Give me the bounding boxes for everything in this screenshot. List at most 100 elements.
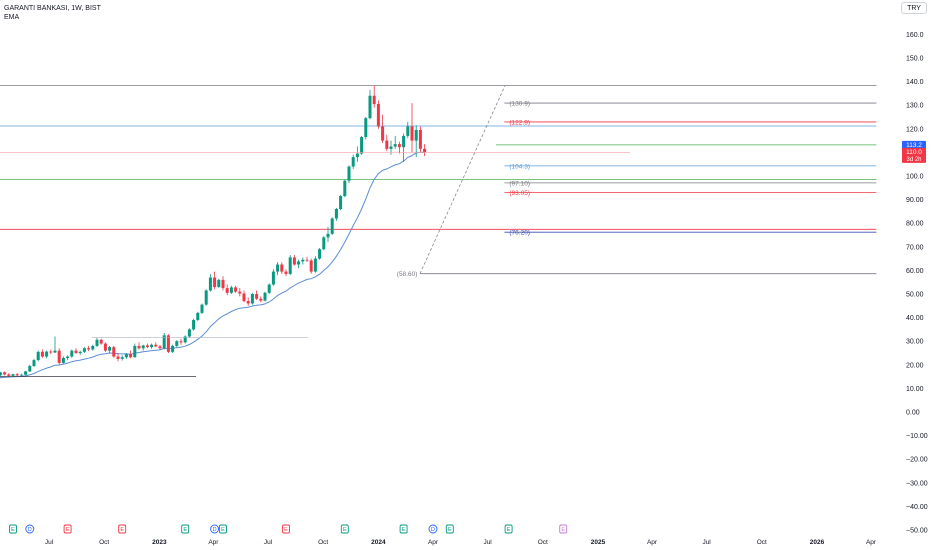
ema-indicator-label[interactable]: EMA xyxy=(4,14,20,21)
candle[interactable] xyxy=(406,121,410,139)
candle[interactable] xyxy=(66,355,70,361)
candle[interactable] xyxy=(36,350,40,362)
candle[interactable] xyxy=(0,371,2,377)
candle[interactable] xyxy=(225,284,229,296)
candle[interactable] xyxy=(133,343,137,358)
candle[interactable] xyxy=(322,236,326,251)
candle[interactable] xyxy=(129,350,133,359)
candle[interactable] xyxy=(95,337,99,348)
candle[interactable] xyxy=(162,332,166,350)
candle[interactable] xyxy=(154,342,158,348)
candle[interactable] xyxy=(116,353,120,362)
candle[interactable] xyxy=(313,256,317,273)
candle[interactable] xyxy=(15,373,19,377)
candle[interactable] xyxy=(78,350,82,355)
dividend-event-icon[interactable]: D xyxy=(428,524,438,534)
candle[interactable] xyxy=(280,262,284,274)
earnings-event-icon[interactable]: E xyxy=(340,524,349,534)
candle[interactable] xyxy=(28,364,32,372)
candle[interactable] xyxy=(3,371,7,376)
candle[interactable] xyxy=(276,262,280,276)
candle[interactable] xyxy=(423,144,427,156)
candle[interactable] xyxy=(305,256,309,263)
candle[interactable] xyxy=(246,297,250,306)
candle[interactable] xyxy=(393,135,397,149)
candle[interactable] xyxy=(24,370,28,376)
candle[interactable] xyxy=(250,292,254,305)
earnings-event-icon[interactable]: E xyxy=(399,524,408,534)
candle[interactable] xyxy=(145,343,149,349)
candle[interactable] xyxy=(99,338,103,345)
candle[interactable] xyxy=(397,141,401,154)
candle[interactable] xyxy=(355,146,359,162)
earnings-event-icon[interactable]: E xyxy=(118,524,127,534)
candle[interactable] xyxy=(402,133,406,162)
candle[interactable] xyxy=(221,276,225,291)
candle[interactable] xyxy=(49,349,53,355)
candle[interactable] xyxy=(171,344,175,353)
candle[interactable] xyxy=(7,373,11,377)
candle[interactable] xyxy=(120,355,124,361)
candle[interactable] xyxy=(175,340,179,348)
candle[interactable] xyxy=(385,134,389,152)
candle[interactable] xyxy=(418,126,422,153)
candle[interactable] xyxy=(229,285,233,294)
candle[interactable] xyxy=(45,350,49,359)
currency-button[interactable]: TRY xyxy=(901,2,927,14)
candle[interactable] xyxy=(297,259,301,269)
earnings-event-icon[interactable]: E xyxy=(63,524,72,534)
candle[interactable] xyxy=(347,165,351,184)
candle[interactable] xyxy=(208,273,212,292)
earnings-event-icon[interactable]: E xyxy=(219,524,227,534)
candle[interactable] xyxy=(74,348,78,355)
candle[interactable] xyxy=(351,154,355,169)
candle[interactable] xyxy=(82,347,86,353)
candle[interactable] xyxy=(292,255,296,266)
candle[interactable] xyxy=(141,344,145,351)
candle[interactable] xyxy=(53,336,57,353)
candle[interactable] xyxy=(263,291,267,302)
candle[interactable] xyxy=(108,345,112,353)
candle[interactable] xyxy=(343,179,347,198)
candle[interactable] xyxy=(255,290,259,300)
candle[interactable] xyxy=(288,255,292,276)
candle[interactable] xyxy=(259,296,263,303)
candle[interactable] xyxy=(213,271,217,290)
candle[interactable] xyxy=(364,117,368,140)
candle[interactable] xyxy=(124,353,128,359)
candle[interactable] xyxy=(200,303,204,315)
candle[interactable] xyxy=(238,288,242,297)
dividend-event-icon[interactable]: D xyxy=(25,524,35,534)
candle[interactable] xyxy=(271,269,275,286)
candle[interactable] xyxy=(103,342,107,352)
candle[interactable] xyxy=(40,349,44,358)
candle[interactable] xyxy=(309,258,313,274)
candle[interactable] xyxy=(192,318,196,331)
candle[interactable] xyxy=(70,349,74,358)
candle[interactable] xyxy=(318,247,322,260)
candle[interactable] xyxy=(330,217,334,235)
candle[interactable] xyxy=(32,358,36,368)
candle[interactable] xyxy=(242,290,246,303)
candle[interactable] xyxy=(234,285,238,293)
candle[interactable] xyxy=(301,257,305,265)
candle[interactable] xyxy=(179,338,183,345)
candle[interactable] xyxy=(158,344,162,350)
candle[interactable] xyxy=(61,356,65,364)
candle[interactable] xyxy=(339,194,343,211)
candle[interactable] xyxy=(91,344,95,351)
candle[interactable] xyxy=(217,278,221,289)
earnings-event-icon[interactable]: E xyxy=(181,524,190,534)
candle[interactable] xyxy=(57,348,61,365)
candle[interactable] xyxy=(381,114,385,143)
candle[interactable] xyxy=(326,226,330,243)
candle[interactable] xyxy=(414,125,418,158)
candle[interactable] xyxy=(150,343,154,349)
candle[interactable] xyxy=(334,207,338,221)
candle[interactable] xyxy=(376,100,380,129)
candle[interactable] xyxy=(410,103,414,153)
candle[interactable] xyxy=(372,85,376,108)
candle[interactable] xyxy=(112,345,116,358)
candle[interactable] xyxy=(204,289,208,306)
